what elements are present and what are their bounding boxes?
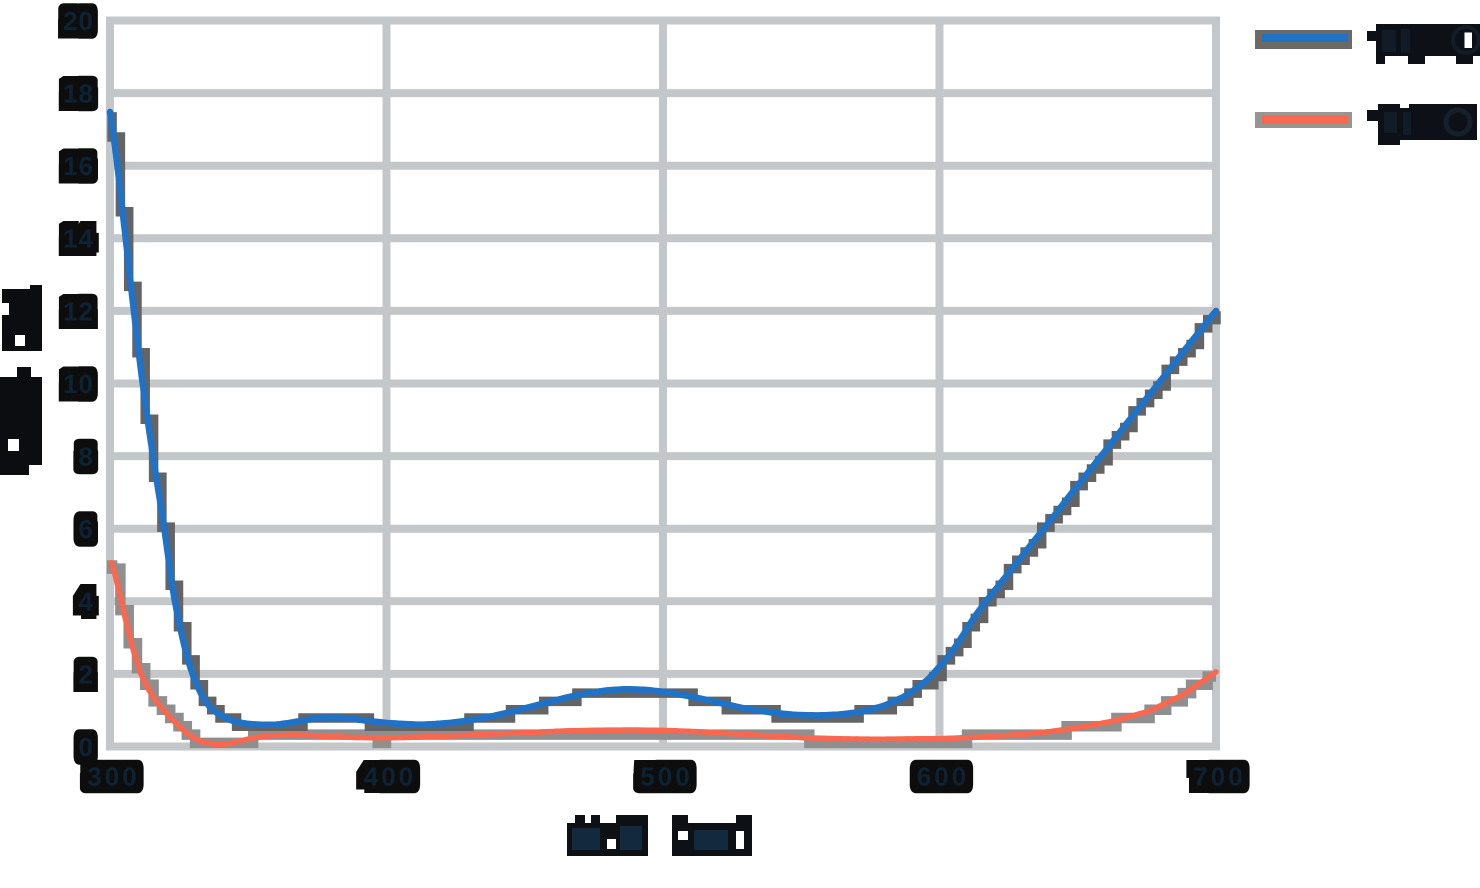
svg-text:0: 0 — [79, 732, 94, 762]
svg-text:600: 600 — [917, 761, 969, 791]
svg-text:16: 16 — [63, 151, 94, 181]
svg-text:6: 6 — [79, 514, 94, 544]
svg-text:8: 8 — [79, 442, 94, 472]
svg-text:4: 4 — [79, 587, 94, 617]
svg-text:400: 400 — [364, 761, 416, 791]
svg-text:2: 2 — [79, 659, 94, 689]
svg-text:300: 300 — [87, 761, 139, 791]
svg-text:500: 500 — [640, 761, 692, 791]
svg-text:700: 700 — [1193, 761, 1245, 791]
svg-text:12: 12 — [63, 296, 94, 326]
svg-text:14: 14 — [63, 224, 94, 254]
svg-text:18: 18 — [63, 79, 94, 109]
svg-text:20: 20 — [63, 6, 94, 36]
svg-text:10: 10 — [63, 369, 94, 399]
